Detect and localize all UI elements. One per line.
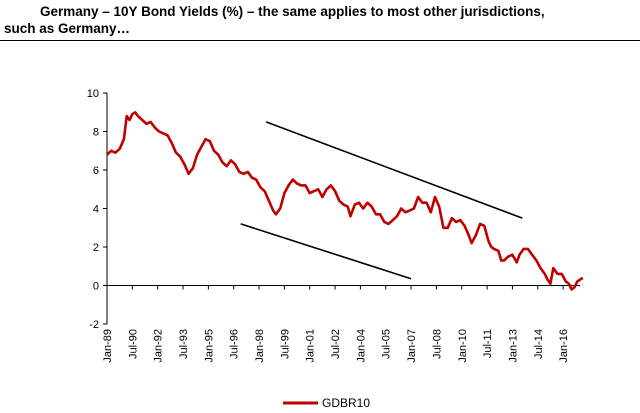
y-tick-label: 8 — [93, 127, 99, 139]
header-line-2: such as Germany… — [4, 21, 131, 36]
y-tick-label: -2 — [89, 319, 99, 331]
page-header: Germany – 10Y Bond Yields (%) – the same… — [4, 3, 634, 37]
lower-trend-line — [240, 223, 412, 280]
x-tick-label: Jan-95 — [203, 329, 215, 363]
x-tick-label: Jul-96 — [229, 329, 241, 359]
x-tick-label: Jan-89 — [102, 329, 114, 363]
x-tick-label: Jul-11 — [482, 329, 494, 358]
y-tick-label: 0 — [93, 281, 99, 293]
y-tick-label: 4 — [93, 204, 99, 216]
y-tick-label: 6 — [93, 165, 99, 177]
series-line-gdbr10 — [106, 111, 584, 291]
x-tick-label: Jan-13 — [507, 329, 519, 363]
x-tick-label: Jan-04 — [355, 329, 367, 363]
x-tick-label: Jul-93 — [178, 329, 190, 359]
x-tick-label: Jan-92 — [153, 329, 165, 363]
x-tick-label: Jul-14 — [533, 329, 545, 359]
x-tick-label: Jan-01 — [305, 329, 317, 363]
x-tick-label: Jul-08 — [431, 329, 443, 359]
y-tick-label: 10 — [87, 88, 99, 100]
x-tick-label: Jul-99 — [279, 329, 291, 359]
x-tick-label: Jan-10 — [457, 329, 469, 363]
header-divider — [0, 40, 640, 41]
upper-trend-line — [265, 121, 523, 219]
header-line-1: Germany – 10Y Bond Yields (%) – the same… — [40, 4, 545, 19]
x-tick-label: Jul-90 — [127, 329, 139, 359]
x-tick-label: Jan-98 — [254, 329, 266, 363]
x-tick-label: Jan-16 — [558, 329, 570, 363]
legend-label: GDBR10 — [322, 396, 370, 410]
x-tick-label: Jul-02 — [330, 329, 342, 359]
y-tick-label: 2 — [93, 242, 99, 254]
x-tick-label: Jan-07 — [406, 329, 418, 363]
x-tick-label: Jul-05 — [381, 329, 393, 359]
